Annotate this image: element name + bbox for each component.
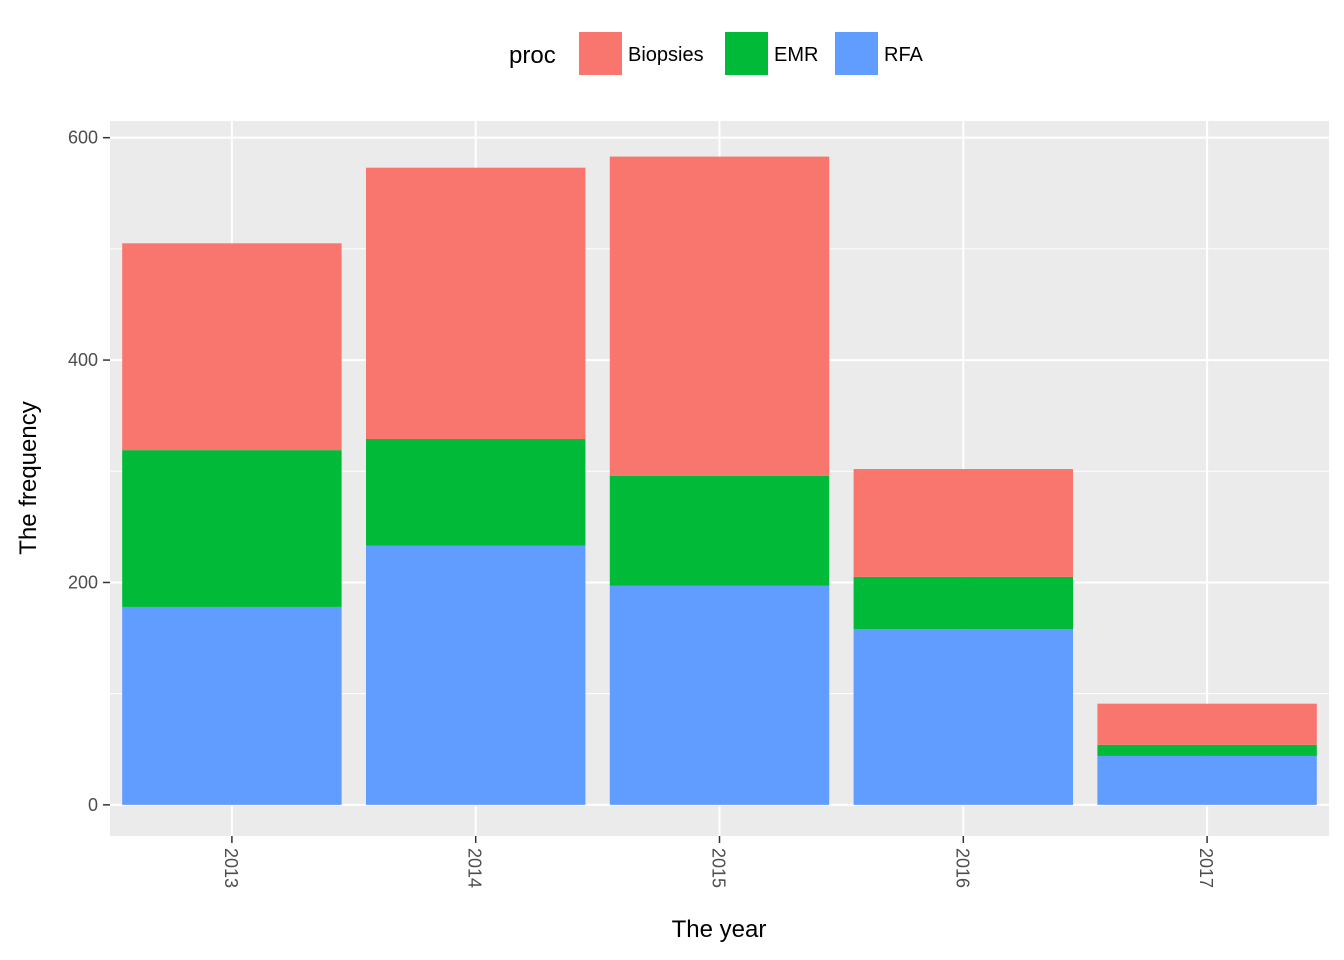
- x-axis-title: The year: [672, 916, 767, 943]
- legend-title: proc: [509, 42, 556, 69]
- legend-label-biopsies: Biopsies: [628, 44, 704, 66]
- legend-key-emr: [725, 32, 768, 75]
- bar-segment-emr-2016: [853, 576, 1074, 630]
- bar-segment-biopsies-2013: [122, 243, 342, 451]
- x-tick-label: 2014: [465, 848, 485, 888]
- bar-segment-biopsies-2016: [853, 469, 1074, 577]
- x-axis: 2013 2014 2015 2016 2017: [221, 836, 1216, 888]
- bars: [122, 156, 1317, 805]
- legend: proc Biopsies EMR RFA: [509, 32, 924, 75]
- bar-segment-rfa-2013: [122, 606, 342, 805]
- bar-segment-emr-2015: [609, 475, 830, 586]
- bar-segment-emr-2017: [1097, 744, 1317, 756]
- y-axis: 0 200 400 600: [68, 128, 110, 815]
- bar-segment-rfa-2017: [1097, 755, 1317, 805]
- y-tick-label: 400: [68, 350, 98, 370]
- y-tick-label: 0: [88, 795, 98, 815]
- y-axis-title: The frequency: [15, 401, 42, 554]
- bar-segment-biopsies-2014: [365, 167, 586, 440]
- y-tick-label: 200: [68, 572, 98, 592]
- bar-segment-rfa-2015: [609, 585, 830, 805]
- bar-segment-emr-2014: [365, 439, 586, 546]
- bar-segment-rfa-2016: [853, 629, 1074, 805]
- legend-key-rfa: [835, 32, 878, 75]
- x-tick-label: 2015: [709, 848, 729, 888]
- x-tick-label: 2017: [1196, 848, 1216, 888]
- bar-segment-biopsies-2017: [1097, 703, 1317, 745]
- bar-segment-rfa-2014: [365, 545, 586, 805]
- y-tick-label: 600: [68, 128, 98, 148]
- x-tick-label: 2016: [952, 848, 972, 888]
- legend-key-biopsies: [579, 32, 622, 75]
- legend-label-rfa: RFA: [884, 44, 924, 66]
- bar-segment-biopsies-2015: [609, 156, 830, 476]
- legend-label-emr: EMR: [774, 44, 818, 66]
- bar-segment-emr-2013: [122, 450, 342, 607]
- x-tick-label: 2013: [221, 848, 241, 888]
